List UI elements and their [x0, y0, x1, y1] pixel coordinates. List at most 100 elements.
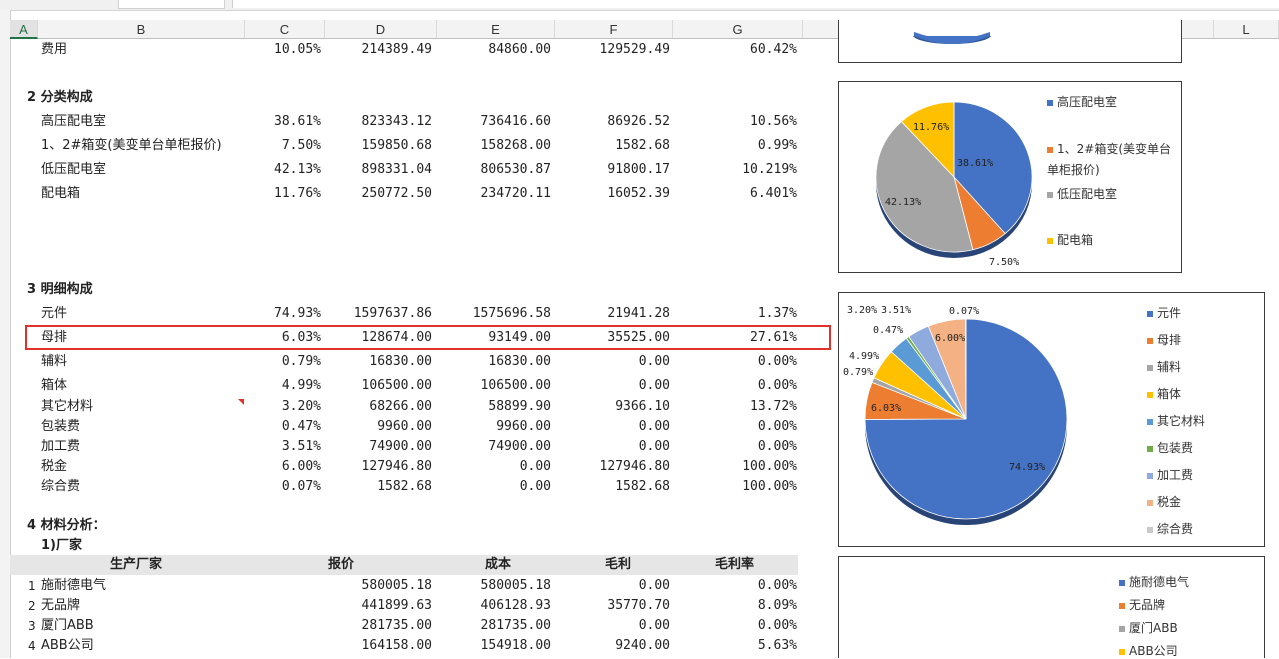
legend-entry[interactable]: 加工费	[1147, 466, 1193, 483]
cell-f[interactable]: 91800.17	[555, 160, 670, 180]
cell-c[interactable]: 0.79%	[245, 352, 321, 372]
row-label[interactable]: 包装费	[41, 417, 80, 437]
subsection-manufacturer[interactable]: 1)厂家	[41, 536, 82, 556]
cell-e[interactable]: 1575696.58	[437, 304, 551, 324]
cell-g[interactable]: 100.00%	[673, 477, 797, 497]
cell-e[interactable]: 580005.18	[437, 576, 551, 596]
cell-d[interactable]: 164158.00	[325, 636, 432, 656]
column-header-b[interactable]: B	[38, 20, 245, 39]
cell-f[interactable]: 0.00	[555, 576, 670, 596]
row-number[interactable]: 4	[28, 636, 36, 656]
legend-entry[interactable]: 税金	[1147, 493, 1181, 510]
cell-d[interactable]: 68266.00	[325, 397, 432, 417]
cell-f[interactable]: 1582.68	[555, 136, 670, 156]
header-margin[interactable]: 毛利率	[715, 555, 754, 575]
cell-g[interactable]: 100.00%	[673, 457, 797, 477]
cell-d[interactable]: 250772.50	[325, 184, 432, 204]
chart-top-partial[interactable]	[838, 20, 1182, 63]
cell-g[interactable]: 6.401%	[673, 184, 797, 204]
cell-f[interactable]: 0.00	[555, 417, 670, 437]
row-label[interactable]: 低压配电室	[41, 160, 106, 180]
cell-g[interactable]: 0.00%	[673, 417, 797, 437]
cell-f[interactable]: 16052.39	[555, 184, 670, 204]
cell-d[interactable]: 9960.00	[325, 417, 432, 437]
section-title-category[interactable]: 2 分类构成	[27, 88, 93, 108]
legend-entry[interactable]: 箱体	[1147, 385, 1181, 402]
cell-e[interactable]: 74900.00	[437, 437, 551, 457]
cell-f[interactable]: 9240.00	[555, 636, 670, 656]
column-header-e[interactable]: E	[437, 20, 555, 39]
row-label[interactable]: 辅料	[41, 352, 67, 372]
cell-g[interactable]: 10.219%	[673, 160, 797, 180]
legend-entry[interactable]: 母排	[1147, 331, 1181, 348]
cell-d[interactable]: 127946.80	[325, 457, 432, 477]
cell-c[interactable]: 3.51%	[245, 437, 321, 457]
column-header-c[interactable]: C	[245, 20, 325, 39]
cell-d[interactable]: 441899.63	[325, 596, 432, 616]
cell-d[interactable]: 16830.00	[325, 352, 432, 372]
legend-entry[interactable]: 辅料	[1147, 358, 1181, 375]
row-label[interactable]: 1、2#箱变(美变单台单柜报价)	[41, 136, 222, 156]
legend-entry[interactable]: 其它材料	[1147, 412, 1205, 429]
cell-f[interactable]: 0.00	[555, 616, 670, 636]
cell-f[interactable]: 1582.68	[555, 477, 670, 497]
cell-e[interactable]: 84860.00	[437, 40, 551, 60]
manufacturer-name[interactable]: 无品牌	[41, 596, 80, 616]
comment-indicator[interactable]	[238, 399, 244, 405]
row-label[interactable]: 元件	[41, 304, 67, 324]
cell-d[interactable]: 74900.00	[325, 437, 432, 457]
cell-e[interactable]: 806530.87	[437, 160, 551, 180]
cell-e[interactable]: 406128.93	[437, 596, 551, 616]
cell-g[interactable]: 13.72%	[673, 397, 797, 417]
cell-g[interactable]: 5.63%	[673, 636, 797, 656]
cell-c[interactable]: 0.47%	[245, 417, 321, 437]
manufacturer-name[interactable]: 施耐德电气	[41, 576, 106, 596]
formula-input[interactable]	[232, 0, 1279, 8]
header-quote[interactable]: 报价	[328, 555, 354, 575]
cell-c[interactable]: 11.76%	[245, 184, 321, 204]
cell-g[interactable]: 1.37%	[673, 304, 797, 324]
cell-c[interactable]: 3.20%	[245, 397, 321, 417]
cell-f[interactable]: 9366.10	[555, 397, 670, 417]
row-label[interactable]: 高压配电室	[41, 112, 106, 132]
cell-e[interactable]: 9960.00	[437, 417, 551, 437]
header-manufacturer[interactable]: 生产厂家	[110, 555, 162, 575]
cell-c[interactable]: 42.13%	[245, 160, 321, 180]
legend-entry[interactable]: 元件	[1147, 304, 1181, 321]
row-number[interactable]: 3	[28, 616, 36, 636]
cell-e[interactable]: 234720.11	[437, 184, 551, 204]
cell-d[interactable]: 281735.00	[325, 616, 432, 636]
cell-e[interactable]: 0.00	[437, 477, 551, 497]
section-title-material[interactable]: 4 材料分析：	[27, 516, 106, 536]
legend-entry[interactable]: 1、2#箱变(美变单台单柜报价)	[1047, 139, 1171, 181]
cell-e[interactable]: 158268.00	[437, 136, 551, 156]
cell-f[interactable]: 21941.28	[555, 304, 670, 324]
legend-entry[interactable]: 包装费	[1147, 439, 1193, 456]
column-header-f[interactable]: F	[555, 20, 673, 39]
cell-c[interactable]: 6.00%	[245, 457, 321, 477]
column-header-d[interactable]: D	[325, 20, 437, 39]
row-number[interactable]: 2	[28, 596, 36, 616]
cell-g[interactable]: 0.00%	[673, 352, 797, 372]
cell-g[interactable]: 0.00%	[673, 376, 797, 396]
legend-entry[interactable]: ABB公司	[1119, 642, 1178, 659]
row-label[interactable]: 配电箱	[41, 184, 80, 204]
cell-d[interactable]: 106500.00	[325, 376, 432, 396]
cell-d[interactable]: 1597637.86	[325, 304, 432, 324]
cell-g[interactable]: 60.42%	[673, 40, 797, 60]
row-label[interactable]: 加工费	[41, 437, 80, 457]
cell-g[interactable]: 0.99%	[673, 136, 797, 156]
cell-e[interactable]: 281735.00	[437, 616, 551, 636]
cell-f[interactable]: 127946.80	[555, 457, 670, 477]
cell-g[interactable]: 0.00%	[673, 437, 797, 457]
cell-c[interactable]: 7.50%	[245, 136, 321, 156]
row-number[interactable]: 1	[28, 576, 36, 596]
legend-entry[interactable]: 高压配电室	[1047, 93, 1117, 110]
chart-detail-pie[interactable]: 74.93%6.03%0.79%4.99%3.20%0.47%3.51%6.00…	[838, 292, 1265, 547]
name-box[interactable]	[118, 0, 225, 9]
legend-entry[interactable]: 低压配电室	[1047, 185, 1117, 202]
row-label[interactable]: 税金	[41, 457, 67, 477]
header-profit[interactable]: 毛利	[605, 555, 631, 575]
cell-c[interactable]: 38.61%	[245, 112, 321, 132]
